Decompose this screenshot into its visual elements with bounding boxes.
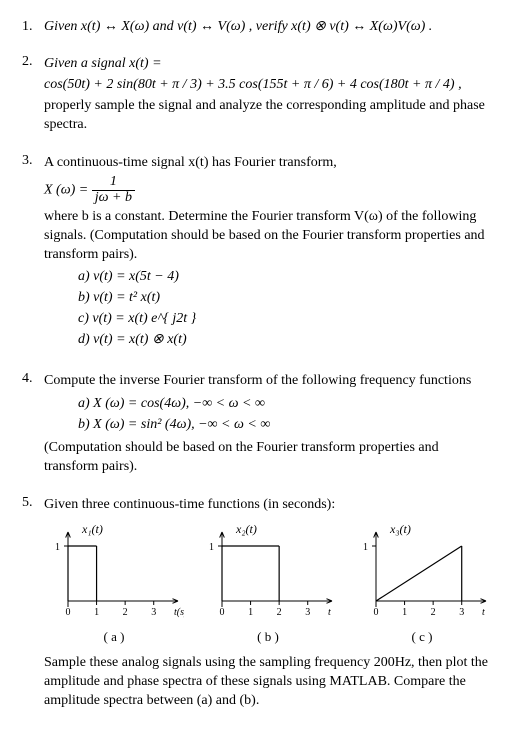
figure-a-label: ( a )	[44, 628, 184, 646]
svg-text:1: 1	[209, 542, 214, 553]
figure-a: 0 1 2 3 1 x₁(t) t(s) ( a )	[44, 521, 184, 646]
problem-3-c: c) v(t) = x(t) e^{ j2t }	[78, 310, 492, 329]
problem-3-intro: A continuous-time signal x(t) has Fourie…	[44, 155, 337, 170]
figure-b: 0 1 2 3 1 x₂(t) t ( b )	[198, 521, 338, 646]
svg-text:2: 2	[123, 607, 128, 618]
problem-2-tail: properly sample the signal and analyze t…	[44, 97, 492, 135]
svg-text:0: 0	[220, 607, 225, 618]
problem-3-a: a) v(t) = x(5t − 4)	[78, 268, 492, 287]
svg-text:1: 1	[363, 542, 368, 553]
problem-3: 3. A continuous-time signal x(t) has Fou…	[22, 152, 492, 354]
figure-a-svg: 0 1 2 3 1 x₁(t) t(s)	[44, 521, 184, 626]
problem-4-body: Compute the inverse Fourier transform of…	[44, 370, 492, 478]
problem-4-b: b) X (ω) = sin² (4ω), −∞ < ω < ∞	[78, 416, 492, 435]
svg-text:x₂(t): x₂(t)	[235, 522, 257, 536]
problem-4-sublist: a) X (ω) = cos(4ω), −∞ < ω < ∞ b) X (ω) …	[78, 395, 492, 435]
problem-4-intro: Compute the inverse Fourier transform of…	[44, 372, 492, 391]
svg-text:1: 1	[248, 607, 253, 618]
figure-c: 0 1 2 3 1 x₃(t) t ( c )	[352, 521, 492, 646]
problem-5-body: Given three continuous-time functions (i…	[44, 494, 492, 712]
svg-text:0: 0	[374, 607, 379, 618]
problem-1-number: 1.	[22, 18, 44, 37]
problem-2-number: 2.	[22, 53, 44, 137]
problem-3-where: where b is a constant. Determine the Fou…	[44, 208, 492, 265]
problem-5-number: 5.	[22, 494, 44, 712]
problem-5-intro: Given three continuous-time functions (i…	[44, 496, 492, 515]
svg-text:1: 1	[94, 607, 99, 618]
problem-4-note: (Computation should be based on the Four…	[44, 439, 492, 477]
problem-1: 1. Given x(t) ↔ X(ω) and v(t) ↔ V(ω) , v…	[22, 18, 492, 37]
svg-text:0: 0	[66, 607, 71, 618]
svg-text:3: 3	[151, 607, 156, 618]
svg-text:1: 1	[402, 607, 407, 618]
svg-text:2: 2	[431, 607, 436, 618]
problem-3-fraction: 1 jω + b	[92, 175, 135, 205]
svg-text:x₃(t): x₃(t)	[389, 522, 411, 536]
svg-text:t: t	[482, 607, 485, 618]
problem-4: 4. Compute the inverse Fourier transform…	[22, 370, 492, 478]
svg-text:3: 3	[305, 607, 310, 618]
figure-c-label: ( c )	[352, 628, 492, 646]
fraction-numerator: 1	[92, 175, 135, 191]
problem-2-intro: Given a signal x(t) =	[44, 56, 162, 71]
figure-row: 0 1 2 3 1 x₁(t) t(s) ( a ) 0 1 2 3 1 x₂(t) t ( b ) 0…	[44, 521, 492, 646]
svg-text:t(s): t(s)	[174, 607, 184, 618]
problem-3-sublist: a) v(t) = x(5t − 4) b) v(t) = t² x(t) c)…	[78, 268, 492, 350]
fraction-denominator: jω + b	[92, 191, 135, 206]
figure-b-label: ( b )	[198, 628, 338, 646]
figure-b-svg: 0 1 2 3 1 x₂(t) t	[198, 521, 338, 626]
svg-text:3: 3	[459, 607, 464, 618]
problem-4-number: 4.	[22, 370, 44, 478]
problem-1-statement: Given x(t) ↔ X(ω) and v(t) ↔ V(ω) , veri…	[44, 19, 432, 34]
problem-3-number: 3.	[22, 152, 44, 354]
problem-5: 5. Given three continuous-time functions…	[22, 494, 492, 712]
svg-text:1: 1	[55, 542, 60, 553]
problem-3-d: d) v(t) = x(t) ⊗ x(t)	[78, 331, 492, 350]
svg-text:t: t	[328, 607, 331, 618]
problem-3-eq-lhs: X (ω) =	[44, 183, 88, 198]
problem-4-a: a) X (ω) = cos(4ω), −∞ < ω < ∞	[78, 395, 492, 414]
problem-2: 2. Given a signal x(t) = cos(50t) + 2 si…	[22, 53, 492, 137]
problem-3-b: b) v(t) = t² x(t)	[78, 289, 492, 308]
problem-5-tail: Sample these analog signals using the sa…	[44, 654, 492, 711]
problem-2-eq: cos(50t) + 2 sin(80t + π / 3) + 3.5 cos(…	[44, 77, 462, 92]
problem-1-text: Given x(t) ↔ X(ω) and v(t) ↔ V(ω) , veri…	[44, 18, 492, 37]
figure-c-svg: 0 1 2 3 1 x₃(t) t	[352, 521, 492, 626]
problem-3-body: A continuous-time signal x(t) has Fourie…	[44, 152, 492, 354]
svg-text:2: 2	[277, 607, 282, 618]
svg-text:x₁(t): x₁(t)	[81, 522, 103, 536]
problem-2-body: Given a signal x(t) = cos(50t) + 2 sin(8…	[44, 53, 492, 137]
